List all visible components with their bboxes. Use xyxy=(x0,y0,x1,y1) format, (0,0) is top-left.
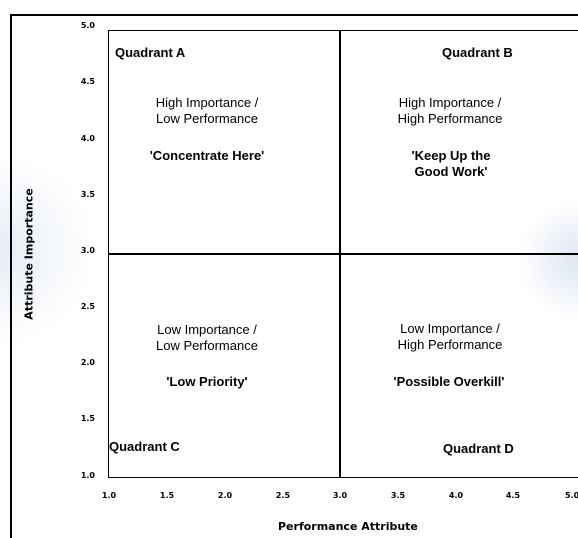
quadrant-b-slogan: 'Keep Up the Good Work' xyxy=(412,148,491,180)
x-tick-label: 3.5 xyxy=(390,491,406,500)
quadrant-b-description-line: High Performance xyxy=(397,111,503,126)
quadrant-c-description-line: Low Importance / xyxy=(157,322,257,337)
quadrant-b-slogan-line: 'Keep Up the xyxy=(411,148,491,163)
x-tick-label: 4.5 xyxy=(505,491,521,500)
y-tick-label: 2.0 xyxy=(80,358,95,367)
x-tick-label: 4.0 xyxy=(448,491,464,500)
quadrant-d-slogan-line: 'Possible Overkill' xyxy=(393,374,505,389)
quadrant-a-label: Quadrant A xyxy=(115,45,186,60)
quadrant-d-description-line: High Performance xyxy=(397,337,503,352)
quadrant-b-label: Quadrant B xyxy=(442,45,513,60)
y-axis-title: Attribute Importance xyxy=(22,188,36,320)
y-tick-label: 3.0 xyxy=(80,246,95,255)
quadrant-a-description: High Importance / Low Performance xyxy=(156,95,259,127)
quadrant-a-slogan-line: 'Concentrate Here' xyxy=(149,148,265,163)
y-tick-label: 5.0 xyxy=(80,21,95,30)
quadrant-d-description: Low Importance / High Performance xyxy=(398,321,503,353)
horizontal-divider xyxy=(108,253,578,255)
quadrant-a-description-line: High Importance / xyxy=(155,95,259,110)
y-tick-label: 1.0 xyxy=(80,471,95,480)
y-tick-label: 1.5 xyxy=(80,414,95,423)
quadrant-d-description-line: Low Importance / xyxy=(400,321,500,336)
y-tick-label: 3.5 xyxy=(80,190,95,199)
quadrant-a-slogan: 'Concentrate Here' xyxy=(150,148,265,164)
x-tick-label: 2.0 xyxy=(217,491,233,500)
x-tick-label: 2.5 xyxy=(275,491,291,500)
frame-left-border xyxy=(10,14,12,538)
quadrant-c-description: Low Importance / Low Performance xyxy=(156,322,258,354)
quadrant-c-slogan: 'Low Priority' xyxy=(166,374,247,390)
y-tick-label: 4.5 xyxy=(80,77,95,86)
y-tick-label: 4.0 xyxy=(80,134,95,143)
x-tick-label: 3.0 xyxy=(332,491,348,500)
x-axis-title: Performance Attribute xyxy=(278,520,418,533)
quadrant-d-label: Quadrant D xyxy=(443,441,514,456)
quadrant-d-slogan: 'Possible Overkill' xyxy=(394,374,505,390)
x-tick-label: 1.5 xyxy=(159,491,175,500)
quadrant-a-description-line: Low Performance xyxy=(156,111,258,126)
x-tick-label: 1.0 xyxy=(101,491,117,500)
quadrant-c-description-line: Low Performance xyxy=(156,338,258,353)
y-tick-label: 2.5 xyxy=(80,302,95,311)
quadrant-b-description: High Importance / High Performance xyxy=(398,95,503,127)
x-tick-label: 5.0 xyxy=(565,491,578,500)
frame-top-border xyxy=(10,14,578,16)
quadrant-b-description-line: High Importance / xyxy=(398,95,502,110)
quadrant-b-slogan-line: Good Work' xyxy=(414,164,488,179)
quadrant-c-label: Quadrant C xyxy=(109,439,180,454)
quadrant-c-slogan-line: 'Low Priority' xyxy=(166,374,248,389)
